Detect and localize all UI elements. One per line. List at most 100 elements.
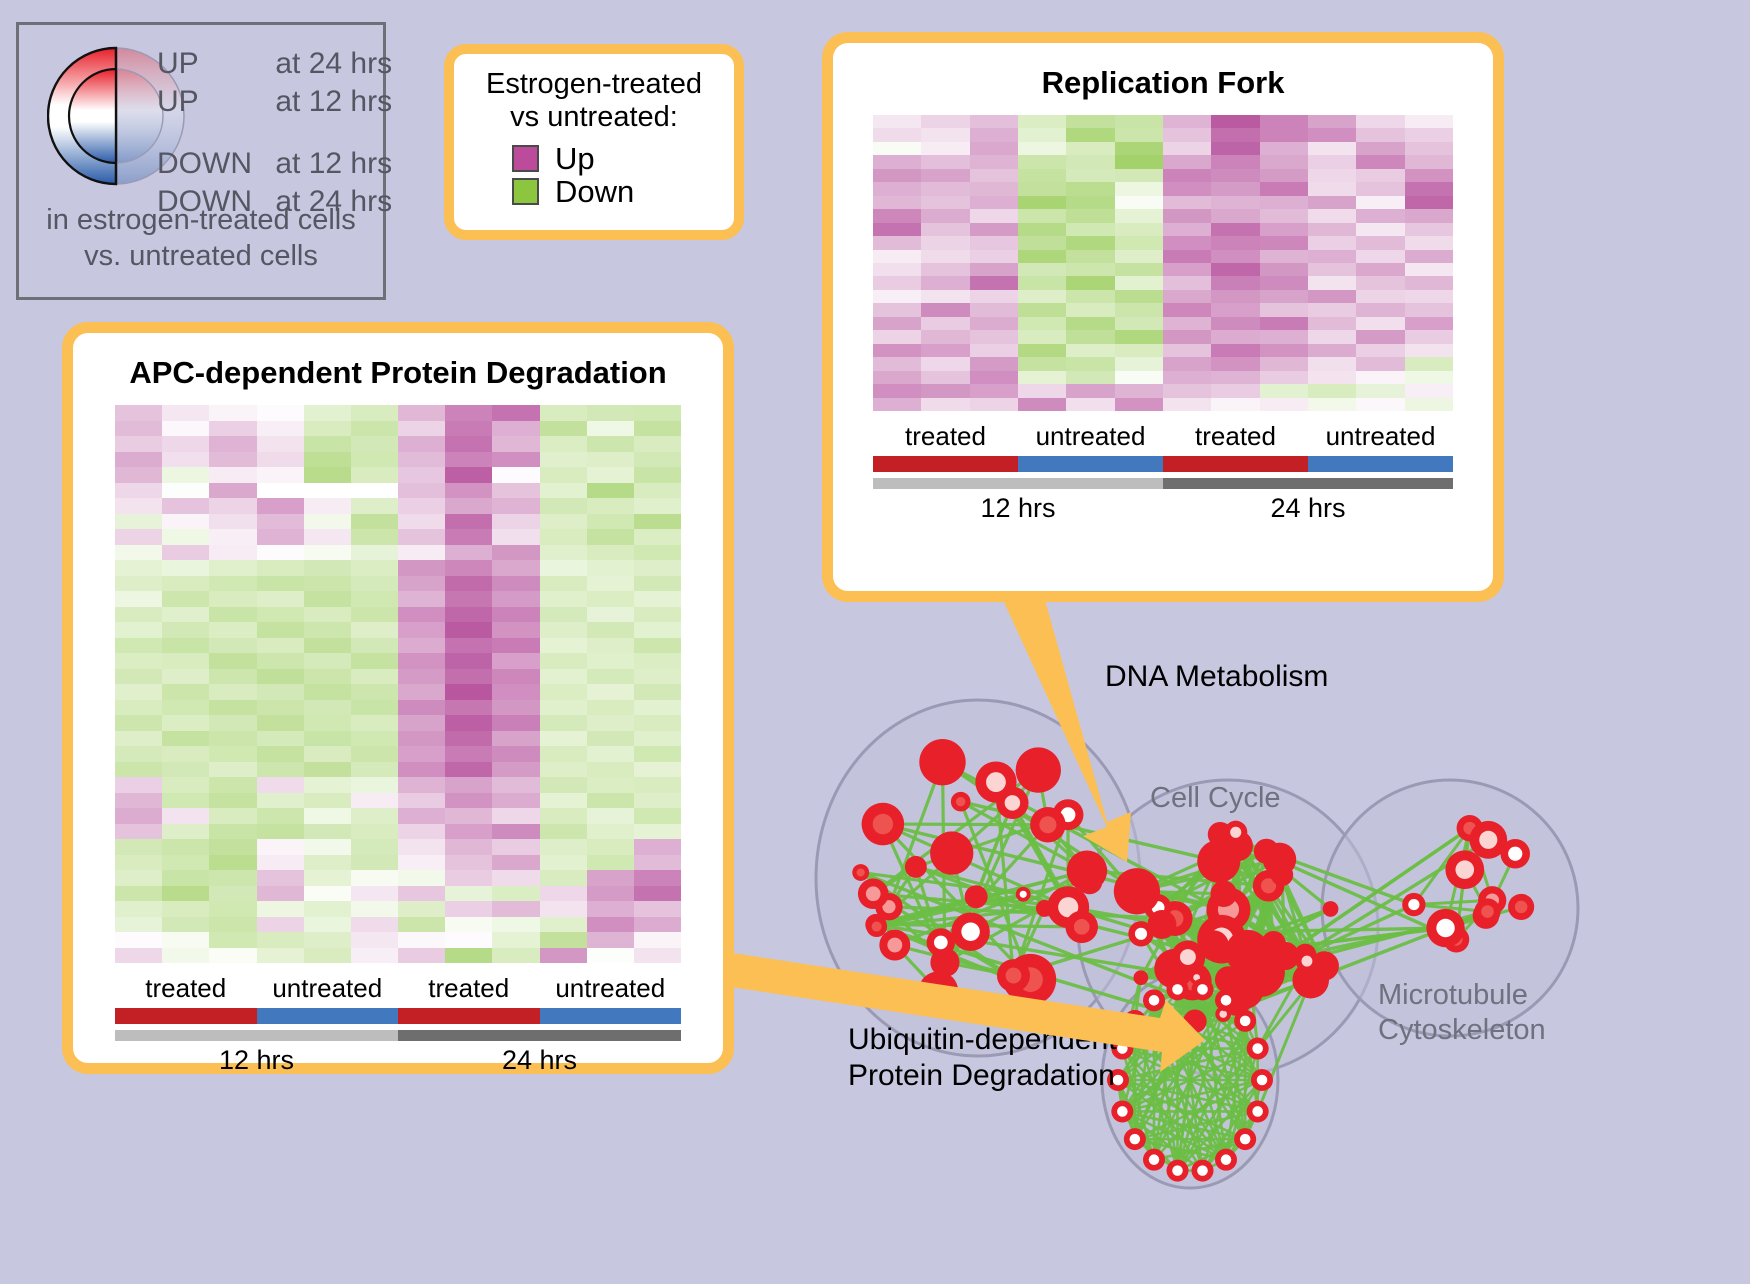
heatmap-cell — [1211, 196, 1259, 209]
heatmap-cell — [115, 855, 162, 871]
network-node[interactable] — [1225, 930, 1269, 974]
heatmap-cell — [445, 405, 492, 421]
heatmap-cell — [1308, 250, 1356, 263]
heatmap-cell — [398, 684, 445, 700]
heatmap-cell — [162, 638, 209, 654]
heatmap-cell — [1356, 169, 1404, 182]
network-node-core — [1219, 1010, 1227, 1018]
network-node[interactable] — [918, 971, 958, 1011]
apc-heatmap — [115, 405, 681, 963]
heatmap-cell — [921, 236, 969, 249]
heatmap-cell — [634, 576, 681, 592]
heatmap-cell — [1308, 344, 1356, 357]
network-node-core — [1302, 956, 1313, 967]
heatmap-cell — [1260, 290, 1308, 303]
heatmap-cell — [540, 824, 587, 840]
network-node[interactable] — [1261, 931, 1285, 955]
heatmap-cell — [351, 638, 398, 654]
heatmap-cell — [492, 762, 539, 778]
heatmap-cell — [445, 855, 492, 871]
heatmap-cell — [445, 684, 492, 700]
heatmap-cell — [304, 498, 351, 514]
heatmap-cell — [209, 917, 256, 933]
network-node[interactable] — [930, 831, 973, 874]
legend-item-up: Up — [512, 143, 734, 174]
heatmap-cell — [304, 808, 351, 824]
heatmap-cell — [398, 824, 445, 840]
network-node-core — [1481, 905, 1494, 918]
key-time-down12: at 12 hrs — [275, 147, 392, 180]
network-node[interactable] — [1199, 930, 1229, 960]
heatmap-cell — [1211, 344, 1259, 357]
network-node[interactable] — [1067, 850, 1107, 890]
heatmap-cell — [351, 607, 398, 623]
heatmap-cell — [209, 684, 256, 700]
heatmap-cell — [1211, 384, 1259, 397]
network-node[interactable] — [1211, 881, 1237, 907]
network-node[interactable] — [905, 856, 927, 878]
heatmap-cell — [162, 808, 209, 824]
heatmap-cell — [1308, 223, 1356, 236]
heatmap-cell — [398, 467, 445, 483]
heatmap-cell — [1260, 303, 1308, 316]
heatmap-cell — [1066, 236, 1114, 249]
heatmap-cell — [1211, 276, 1259, 289]
heatmap-cell — [162, 436, 209, 452]
heatmap-cell — [209, 886, 256, 902]
heatmap-cell — [351, 483, 398, 499]
heatmap-cell — [351, 622, 398, 638]
apc-group-label-0: treated — [115, 973, 257, 1004]
heatmap-cell — [540, 808, 587, 824]
heatmap-cell — [587, 560, 634, 576]
network-node[interactable] — [1114, 868, 1160, 914]
heatmap-cell — [540, 762, 587, 778]
key-row-up12: UP at 12 hrs — [157, 85, 392, 119]
heatmap-cell — [1066, 344, 1114, 357]
heatmap-cell — [115, 529, 162, 545]
heatmap-cell — [445, 870, 492, 886]
heatmap-cell — [209, 746, 256, 762]
heatmap-cell — [398, 777, 445, 793]
heatmap-cell — [1066, 290, 1114, 303]
heatmap-cell — [257, 607, 304, 623]
network-node[interactable] — [965, 885, 988, 908]
network-node[interactable] — [1016, 747, 1061, 792]
heatmap-cell — [162, 793, 209, 809]
heatmap-cell — [1308, 357, 1356, 370]
network-node[interactable] — [1183, 1010, 1206, 1033]
heatmap-cell — [492, 514, 539, 530]
heatmap-cell — [1018, 250, 1066, 263]
heatmap-cell — [115, 839, 162, 855]
heatmap-cell — [1115, 169, 1163, 182]
heatmap-cell — [445, 746, 492, 762]
heatmap-cell — [398, 932, 445, 948]
network-node[interactable] — [1254, 839, 1279, 864]
heatmap-cell — [921, 182, 969, 195]
heatmap-cell — [445, 793, 492, 809]
heatmap-cell — [209, 591, 256, 607]
network-node[interactable] — [1197, 840, 1240, 883]
bar-segment — [115, 1008, 257, 1024]
heatmap-cell — [587, 591, 634, 607]
heatmap-cell — [1308, 398, 1356, 411]
heatmap-cell — [1308, 263, 1356, 276]
heatmap-cell — [445, 731, 492, 747]
network-node[interactable] — [919, 739, 965, 785]
heatmap-cell — [1211, 128, 1259, 141]
heatmap-cell — [257, 653, 304, 669]
heatmap-cell — [587, 514, 634, 530]
heatmap-cell — [209, 560, 256, 576]
heatmap-cell — [634, 591, 681, 607]
heatmap-cell — [1211, 303, 1259, 316]
heatmap-cell — [1405, 250, 1453, 263]
heatmap-cell — [1163, 209, 1211, 222]
heatmap-cell — [445, 653, 492, 669]
heatmap-cell — [304, 746, 351, 762]
heatmap-cell — [445, 669, 492, 685]
heatmap-cell — [1356, 290, 1404, 303]
key-row-up24: UP at 24 hrs — [157, 47, 392, 81]
heatmap-cell — [115, 576, 162, 592]
network-node[interactable] — [1133, 970, 1148, 985]
heatmap-cell — [1163, 182, 1211, 195]
network-node[interactable] — [1323, 901, 1339, 917]
